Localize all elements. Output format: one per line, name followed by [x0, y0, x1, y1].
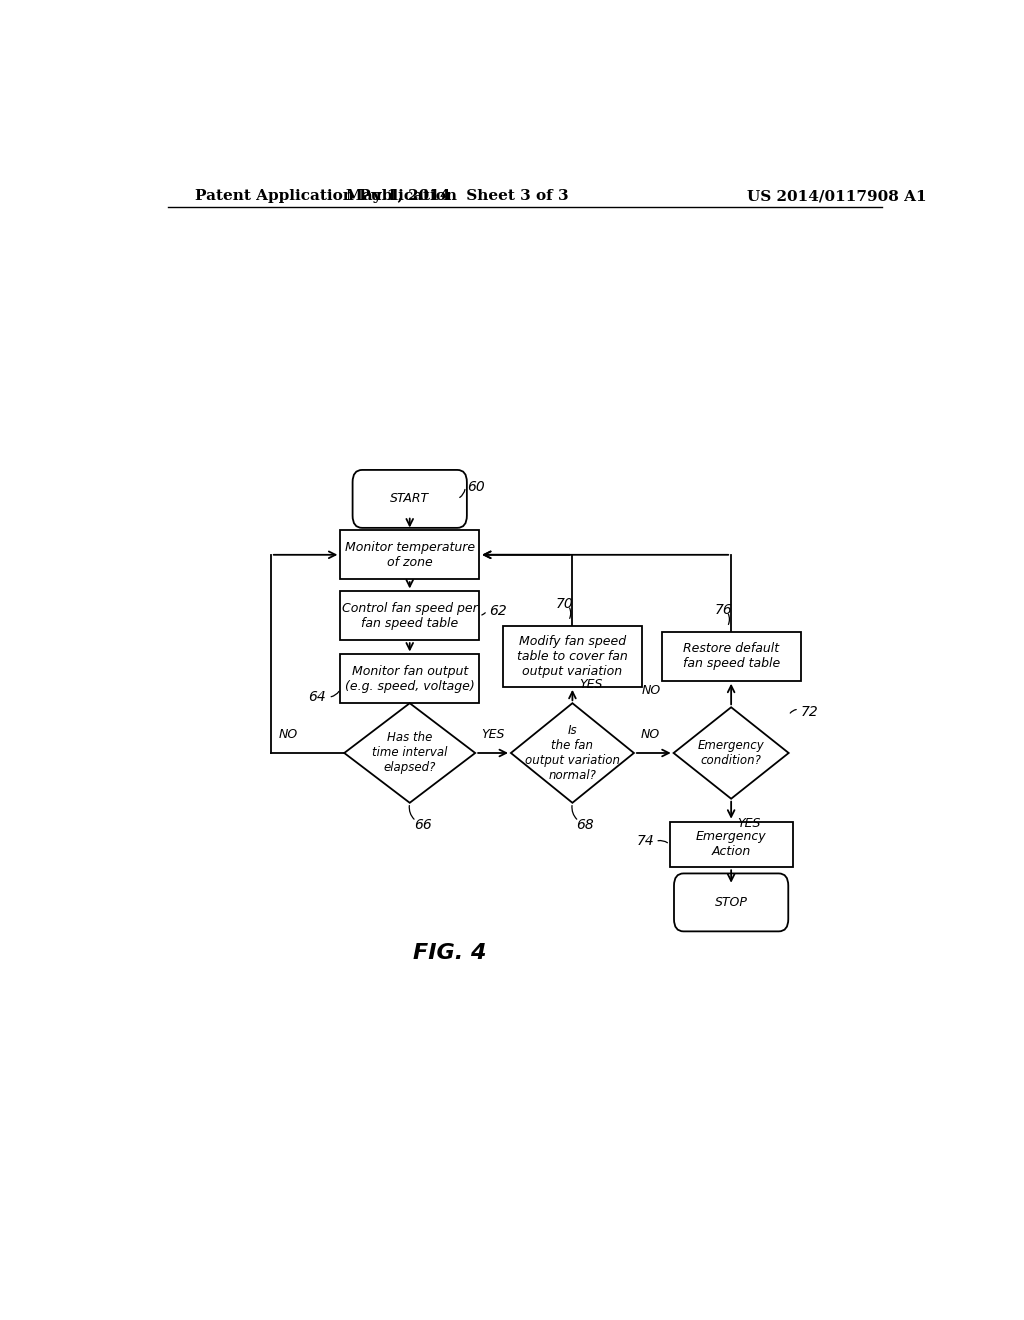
Bar	[340, 531, 479, 579]
Text: 76: 76	[715, 603, 732, 616]
Text: FIG. 4: FIG. 4	[413, 944, 486, 964]
Text: Emergency
Action: Emergency Action	[696, 830, 766, 858]
Bar	[503, 626, 642, 686]
Text: Modify fan speed
table to cover fan
output variation: Modify fan speed table to cover fan outp…	[517, 635, 628, 678]
Text: 60: 60	[467, 479, 484, 494]
Text: 74: 74	[636, 834, 654, 849]
FancyBboxPatch shape	[674, 874, 788, 932]
Text: Monitor fan output
(e.g. speed, voltage): Monitor fan output (e.g. speed, voltage)	[345, 665, 474, 693]
Text: Patent Application Publication: Patent Application Publication	[196, 189, 458, 203]
Text: 72: 72	[801, 705, 818, 719]
Polygon shape	[511, 704, 634, 803]
Bar	[340, 655, 479, 704]
Text: NO: NO	[642, 684, 662, 697]
Text: START: START	[390, 492, 429, 506]
Text: NO: NO	[640, 727, 659, 741]
Text: Monitor temperature
of zone: Monitor temperature of zone	[345, 541, 475, 569]
Text: Emergency
condition?: Emergency condition?	[697, 739, 765, 767]
FancyBboxPatch shape	[352, 470, 467, 528]
Polygon shape	[344, 704, 475, 803]
Text: Has the
time interval
elapsed?: Has the time interval elapsed?	[372, 731, 447, 775]
Text: 68: 68	[577, 818, 594, 832]
Text: 62: 62	[488, 603, 507, 618]
Text: YES: YES	[579, 678, 602, 690]
Text: Control fan speed per
fan speed table: Control fan speed per fan speed table	[342, 602, 477, 630]
Text: 64: 64	[308, 690, 327, 704]
Text: YES: YES	[737, 817, 761, 830]
Text: Restore default
fan speed table: Restore default fan speed table	[683, 643, 779, 671]
Bar	[670, 821, 793, 867]
Text: May 1, 2014   Sheet 3 of 3: May 1, 2014 Sheet 3 of 3	[346, 189, 568, 203]
Text: 66: 66	[414, 818, 431, 832]
Text: 70: 70	[556, 597, 573, 611]
Text: Is
the fan
output variation
normal?: Is the fan output variation normal?	[525, 723, 620, 781]
Bar	[340, 591, 479, 640]
Text: YES: YES	[481, 727, 505, 741]
Polygon shape	[674, 708, 788, 799]
Text: NO: NO	[279, 727, 298, 741]
Text: US 2014/0117908 A1: US 2014/0117908 A1	[748, 189, 927, 203]
Text: STOP: STOP	[715, 896, 748, 909]
Bar	[662, 632, 801, 681]
